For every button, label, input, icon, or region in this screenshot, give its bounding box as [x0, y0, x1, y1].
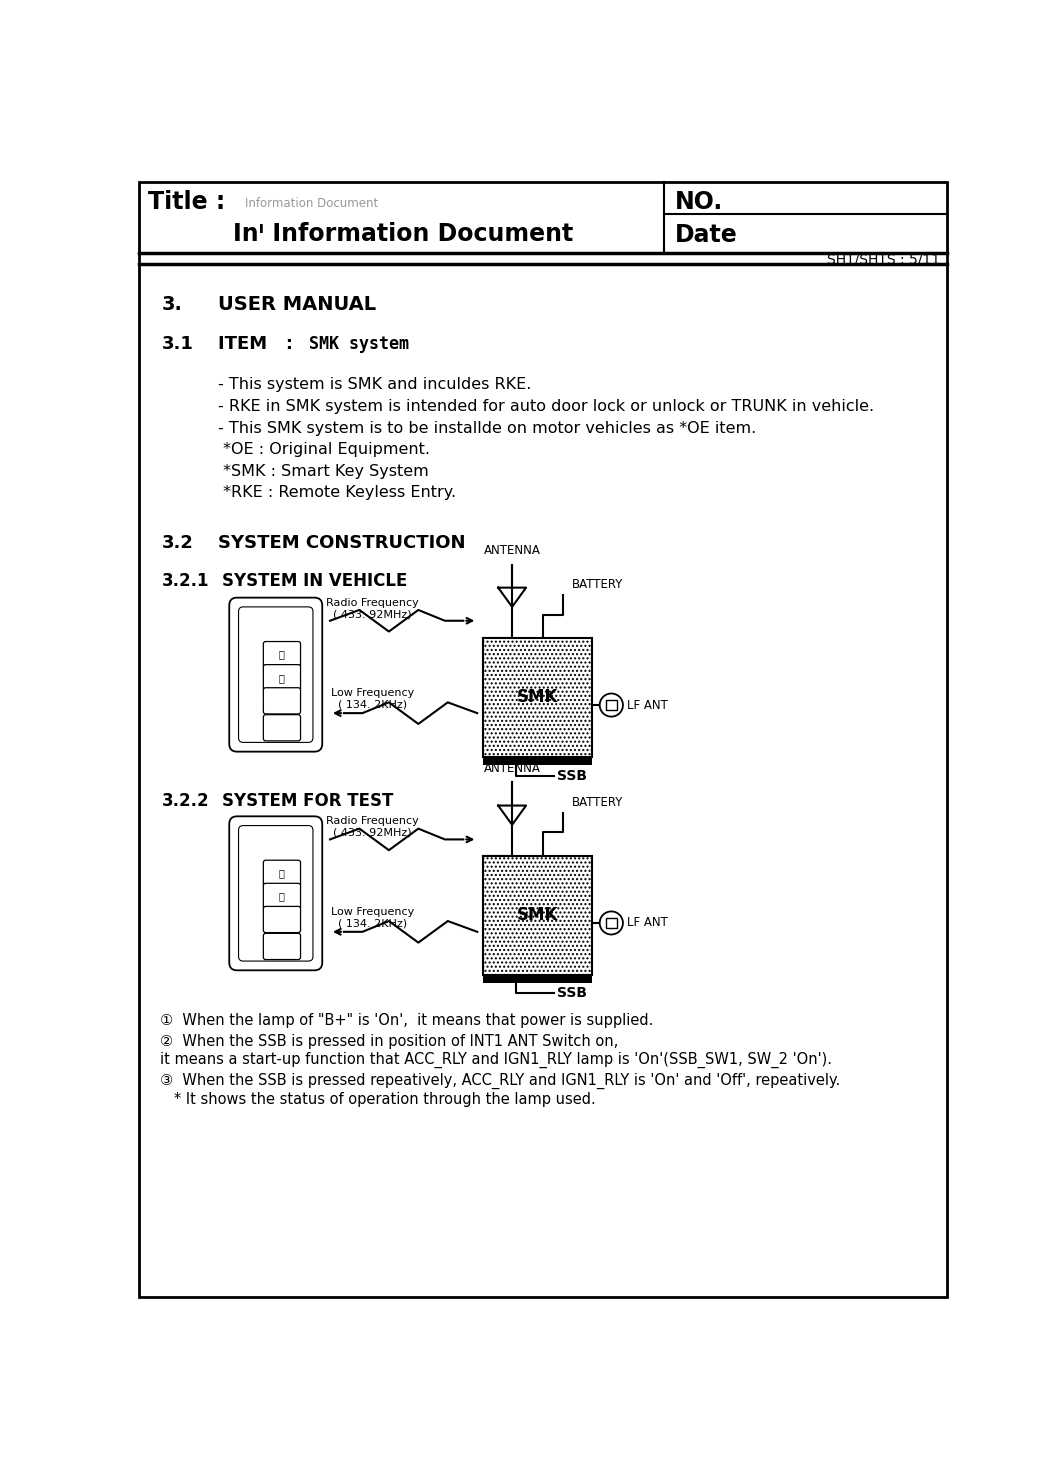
Text: *SMK : Smart Key System: *SMK : Smart Key System	[218, 464, 429, 479]
Text: SYSTEM IN VEHICLE: SYSTEM IN VEHICLE	[221, 572, 407, 590]
FancyBboxPatch shape	[264, 861, 301, 886]
Bar	[606, 700, 616, 710]
Text: SSB: SSB	[557, 769, 588, 783]
Text: Radio Frequency
( 433. 92MHz): Radio Frequency ( 433. 92MHz)	[326, 597, 419, 619]
FancyBboxPatch shape	[264, 883, 301, 909]
Bar	[484, 855, 592, 975]
Text: BATTERY: BATTERY	[572, 796, 623, 810]
Text: SYSTEM FOR TEST: SYSTEM FOR TEST	[221, 792, 393, 810]
Circle shape	[599, 912, 623, 934]
Text: - This SMK system is to be installde on motor vehicles as *OE item.: - This SMK system is to be installde on …	[218, 420, 756, 436]
Text: *RKE : Remote Keyless Entry.: *RKE : Remote Keyless Entry.	[218, 485, 455, 501]
FancyBboxPatch shape	[264, 714, 301, 741]
FancyBboxPatch shape	[264, 688, 301, 714]
Text: Title :: Title :	[148, 189, 226, 214]
FancyBboxPatch shape	[229, 597, 322, 751]
Text: SMK: SMK	[517, 688, 558, 706]
Text: 🔒: 🔒	[279, 650, 285, 660]
Text: ②  When the SSB is pressed in position of INT1 ANT Switch on,: ② When the SSB is pressed in position of…	[160, 1034, 617, 1050]
FancyBboxPatch shape	[264, 906, 301, 933]
Text: ①  When the lamp of "B+" is 'On',  it means that power is supplied.: ① When the lamp of "B+" is 'On', it mean…	[160, 1013, 653, 1028]
Text: ANTENNA: ANTENNA	[484, 543, 540, 556]
Text: - RKE in SMK system is intended for auto door lock or unlock or TRUNK in vehicle: - RKE in SMK system is intended for auto…	[218, 400, 874, 414]
Text: SHT/SHTS : 5/11: SHT/SHTS : 5/11	[827, 253, 940, 266]
Bar	[484, 975, 592, 982]
Text: - This system is SMK and inculdes RKE.: - This system is SMK and inculdes RKE.	[218, 378, 531, 392]
Text: LF ANT: LF ANT	[627, 916, 668, 930]
FancyBboxPatch shape	[264, 641, 301, 668]
Text: ③  When the SSB is pressed repeatively, ACC_RLY and IGN1_RLY is 'On' and 'Off', : ③ When the SSB is pressed repeatively, A…	[160, 1073, 840, 1089]
FancyBboxPatch shape	[238, 826, 313, 960]
Text: 3.: 3.	[162, 296, 183, 315]
Text: SSB: SSB	[557, 987, 588, 1000]
Text: Inᴵ Information Document: Inᴵ Information Document	[233, 223, 573, 246]
Text: 🔓: 🔓	[279, 892, 285, 902]
Text: LF ANT: LF ANT	[627, 698, 668, 712]
Text: ITEM   :: ITEM :	[218, 335, 305, 353]
Text: Radio Frequency
( 433. 92MHz): Radio Frequency ( 433. 92MHz)	[326, 817, 419, 837]
Text: 🔒: 🔒	[279, 868, 285, 878]
Text: Date: Date	[675, 224, 738, 247]
Text: ANTENNA: ANTENNA	[484, 761, 540, 774]
Text: SMK: SMK	[517, 906, 558, 924]
Text: it means a start-up function that ACC_RLY and IGN1_RLY lamp is 'On'(SSB_SW1, SW_: it means a start-up function that ACC_RL…	[160, 1053, 831, 1069]
Text: Information Document: Information Document	[245, 198, 378, 211]
Text: 3.2: 3.2	[162, 534, 194, 552]
Bar	[606, 918, 616, 928]
Text: 🔓: 🔓	[279, 673, 285, 682]
FancyBboxPatch shape	[238, 608, 313, 742]
Bar	[484, 757, 592, 764]
Text: 3.2.1: 3.2.1	[162, 572, 210, 590]
Text: * It shows the status of operation through the lamp used.: * It shows the status of operation throu…	[160, 1092, 595, 1107]
Text: 3.1: 3.1	[162, 335, 194, 353]
Text: SMK system: SMK system	[309, 335, 409, 353]
Text: NO.: NO.	[675, 189, 723, 214]
Circle shape	[599, 694, 623, 716]
Text: SYSTEM CONSTRUCTION: SYSTEM CONSTRUCTION	[218, 534, 465, 552]
Bar	[484, 638, 592, 757]
Text: *OE : Original Equipment.: *OE : Original Equipment.	[218, 442, 430, 457]
FancyBboxPatch shape	[264, 665, 301, 691]
Text: Low Frequency
( 134. 2KHz): Low Frequency ( 134. 2KHz)	[331, 908, 414, 928]
FancyBboxPatch shape	[229, 817, 322, 971]
FancyBboxPatch shape	[264, 934, 301, 959]
Text: Low Frequency
( 134. 2KHz): Low Frequency ( 134. 2KHz)	[331, 688, 414, 710]
Text: BATTERY: BATTERY	[572, 578, 623, 591]
Text: 3.2.2: 3.2.2	[162, 792, 210, 810]
Text: USER MANUAL: USER MANUAL	[218, 296, 376, 315]
